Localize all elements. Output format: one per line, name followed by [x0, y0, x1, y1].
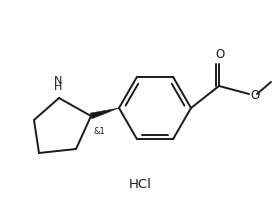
Text: &1: &1: [93, 127, 105, 136]
Text: O: O: [250, 88, 259, 101]
Text: HCl: HCl: [129, 179, 151, 192]
Text: N: N: [54, 76, 62, 86]
Polygon shape: [90, 108, 119, 119]
Text: O: O: [215, 48, 225, 61]
Text: H: H: [54, 82, 62, 92]
